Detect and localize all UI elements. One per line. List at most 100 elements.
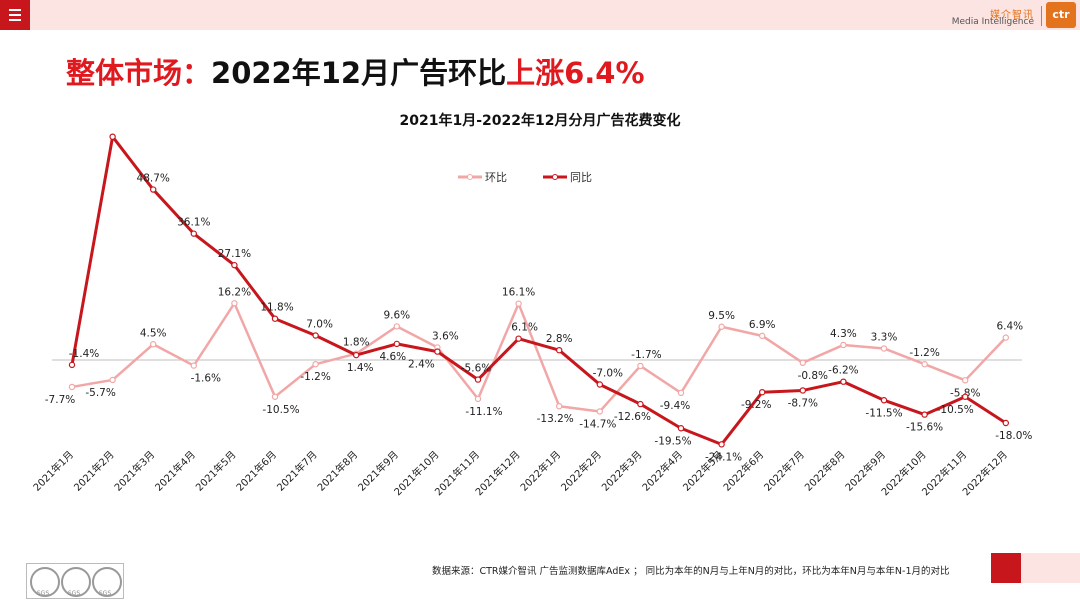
x-tick-label: 2022年7月 [761,448,807,494]
data-point-mom [759,332,766,340]
data-label-yoy: -10.5% [937,404,974,416]
x-tick-label: 2022年1月 [517,448,563,494]
data-point-mom [799,359,807,366]
data-point-mom [718,323,725,330]
data-label-mom: 9.6% [383,309,410,321]
data-label-mom: -1.7% [631,349,661,361]
data-label-mom: -0.8% [798,370,828,382]
data-label-yoy: 36.1% [177,217,210,229]
data-point-mom [515,300,522,307]
data-point-yoy [434,348,441,355]
data-point-yoy [962,393,969,400]
brand-name-en: Media Intelligence [951,17,1034,27]
legend-label-0: 环比 [485,171,507,184]
menu-icon[interactable] [0,0,30,30]
legend-marker-0 [467,174,473,180]
certification-seal-icon [30,567,60,597]
data-label-mom: 6.9% [749,319,776,331]
data-point-mom [677,389,685,397]
data-point-yoy [759,389,766,396]
cert-label: SGS [98,590,112,597]
data-point-mom [271,393,279,400]
data-label-mom: -5.8% [950,387,980,399]
data-point-mom [68,383,76,391]
certification-seal-icon [92,567,122,597]
data-label-yoy: -1.4% [69,348,99,360]
data-point-yoy [271,315,279,322]
data-label-yoy: 11.8% [260,302,293,314]
data-label-yoy: -15.6% [906,422,943,434]
data-label-mom: -1.2% [909,347,939,359]
data-label-mom: 16.2% [218,286,251,298]
line-chart: 环比 同比 -7.7% -5.7% 4.5% -1.6% 16.2% -10.5% -1.2% 1… [30,130,1032,498]
certification-badges: SGS SGS SGS [26,563,124,599]
chart-title: 2021年1月-2022年12月分月广告花费变化 [399,113,681,129]
x-tick-label: 2021年5月 [193,448,239,494]
data-label-yoy: -19.5% [654,435,691,447]
data-label-yoy: 27.1% [218,248,251,260]
data-point-mom [1002,334,1010,341]
x-tick-label: 2022年3月 [599,448,645,494]
title-segment-1: 整体市场： [66,56,212,90]
x-tick-label: 2022年2月 [558,448,604,494]
data-point-yoy [718,441,725,448]
data-point-yoy [231,261,238,269]
ctr-logo: ctr [1046,2,1076,28]
data-point-yoy [921,411,928,418]
data-label-mom: 9.5% [708,310,735,322]
data-point-mom [637,362,644,370]
data-label-yoy: -24.1% [705,451,742,463]
title-segment-2: 2022年12月广告环比 [211,56,507,90]
data-point-yoy [68,361,76,369]
footer-accent-pink [1021,553,1080,583]
x-tick-label: 2022年9月 [842,448,888,494]
data-label-mom: 4.3% [830,328,857,340]
data-point-mom [474,395,482,403]
data-label-yoy: -7.0% [593,368,623,380]
data-label-mom: -10.5% [262,404,299,416]
data-label-mom: -7.7% [45,394,75,406]
data-point-yoy [799,387,807,394]
title-segment-3: 上涨6.4% [506,56,645,90]
x-tick-label: 2022年4月 [639,448,685,494]
data-label-yoy: -8.7% [788,397,818,409]
data-label-yoy: -18.0% [995,430,1032,442]
data-point-yoy [556,346,563,354]
data-label-yoy: 2.8% [546,333,573,345]
data-point-mom [596,408,604,415]
x-tick-label: 2022年5月 [680,448,726,494]
x-tick-label: 2022年8月 [802,448,848,494]
page-title: 整体市场：2022年12月广告环比上涨6.4% [66,50,645,92]
data-point-yoy [474,376,482,383]
data-label-yoy: -9.2% [741,399,771,411]
data-label-yoy: 7.0% [306,319,333,331]
data-point-mom [190,362,197,369]
legend-marker-1 [552,174,558,180]
data-point-yoy [880,397,888,404]
data-point-yoy [677,425,685,432]
data-point-yoy [312,332,319,339]
x-tick-label: 2021年6月 [233,448,279,494]
data-point-yoy [149,186,157,193]
data-label-yoy: -11.5% [865,407,902,419]
data-point-yoy [393,340,400,348]
data-point-mom [880,345,888,352]
x-tick-label: 2021年9月 [355,448,401,494]
cert-label: SGS [36,590,50,597]
data-label-mom: 6.4% [996,321,1023,333]
data-label-mom: -13.2% [537,413,574,425]
series-line-mom [71,302,1007,413]
data-point-mom [840,341,847,349]
data-point-yoy [515,335,522,342]
data-point-yoy [109,133,116,140]
data-point-mom [921,360,928,368]
data-point-yoy [840,378,847,385]
data-label-mom: -1.6% [191,373,221,385]
legend-label-1: 同比 [570,171,592,184]
data-point-mom [962,377,969,384]
data-label-mom: 4.5% [140,327,167,339]
data-label-yoy: -6.2% [828,365,858,377]
data-label-mom: -1.2% [300,371,330,383]
data-point-mom [393,323,400,330]
brand-divider [1041,6,1042,26]
